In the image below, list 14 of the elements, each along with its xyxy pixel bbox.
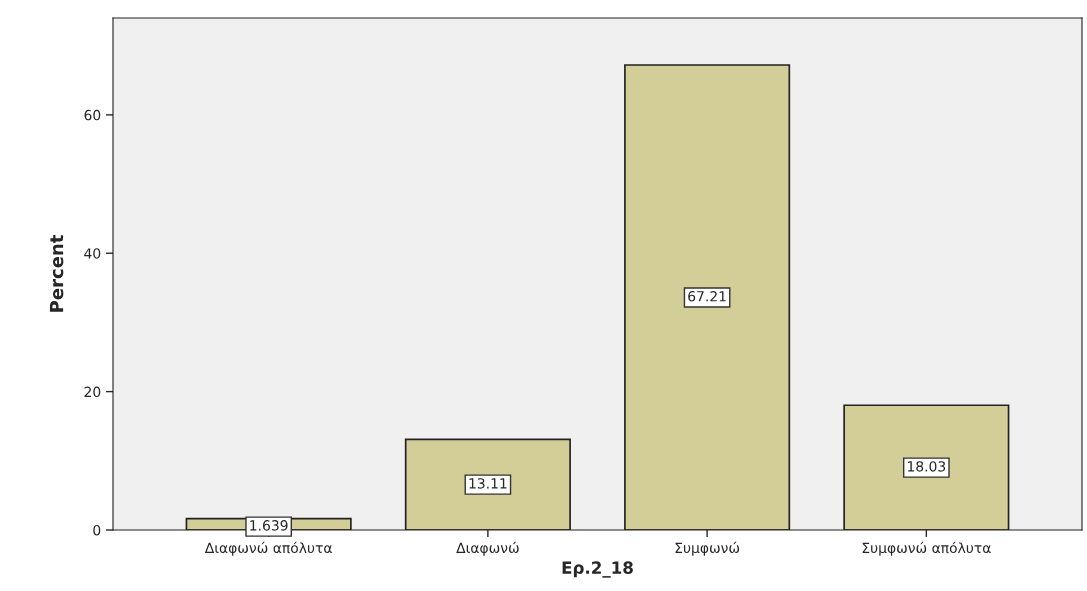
y-tick-label: 0 (93, 524, 101, 536)
x-tick-label: Διαφωνώ (456, 541, 519, 556)
data-label: 18.03 (907, 461, 946, 472)
data-label: 13.11 (469, 478, 507, 489)
x-tick-label: Συμφωνώ (675, 541, 740, 556)
data-label: 67.21 (688, 291, 726, 302)
y-tick-label: 20 (84, 386, 101, 398)
y-tick-label: 40 (84, 248, 101, 259)
y-tick-label: 60 (84, 109, 101, 121)
x-axis-title: Ερ.2_18 (562, 561, 633, 578)
data-label: 1.639 (250, 520, 288, 531)
x-tick-label: Συμφωνώ απόλυτα (862, 541, 991, 556)
x-tick-label: Διαφωνώ απόλυτα (204, 541, 332, 556)
y-axis-title: Percent (49, 235, 64, 312)
